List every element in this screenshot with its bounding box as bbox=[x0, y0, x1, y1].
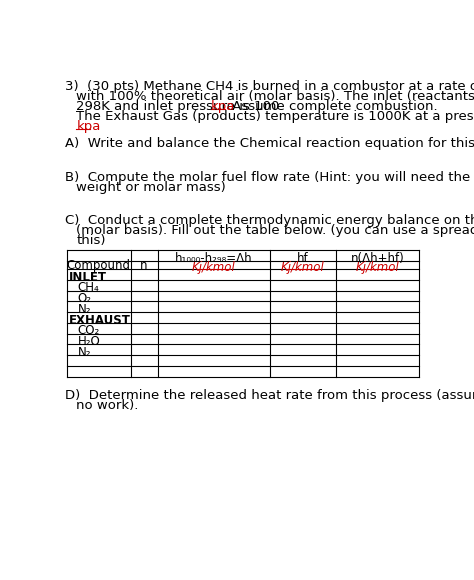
Text: h₁₀₀₀-h₂₉₈=Δh: h₁₀₀₀-h₂₉₈=Δh bbox=[175, 252, 253, 265]
Text: A)  Write and balance the Chemical reaction equation for this process.: A) Write and balance the Chemical reacti… bbox=[65, 137, 474, 150]
Text: Kj/kmol: Kj/kmol bbox=[192, 262, 236, 274]
Text: Kj/kmol: Kj/kmol bbox=[281, 262, 325, 274]
Text: this): this) bbox=[76, 234, 106, 248]
Text: no work).: no work). bbox=[76, 399, 139, 412]
Text: The Exhaust Gas (products) temperature is 1000K at a pressure of 100: The Exhaust Gas (products) temperature i… bbox=[76, 110, 474, 124]
Text: INLET: INLET bbox=[69, 271, 107, 284]
Text: Kj/kmol: Kj/kmol bbox=[356, 262, 399, 274]
Text: (molar basis). Fill out the table below. (you can use a spreadsheet for: (molar basis). Fill out the table below.… bbox=[76, 224, 474, 237]
Text: Compound: Compound bbox=[67, 259, 131, 272]
Text: N₂: N₂ bbox=[78, 303, 91, 316]
Text: 298K and inlet pressure is 100: 298K and inlet pressure is 100 bbox=[76, 100, 284, 114]
Text: 3)  (30 pts) Methane CH4 is burned in a combustor at a rate of 0.02 kg/s: 3) (30 pts) Methane CH4 is burned in a c… bbox=[65, 81, 474, 93]
Text: kpa: kpa bbox=[76, 121, 100, 133]
Text: O₂: O₂ bbox=[78, 292, 92, 305]
Text: n: n bbox=[140, 259, 148, 272]
Text: weight or molar mass): weight or molar mass) bbox=[76, 182, 226, 194]
Text: CH₄: CH₄ bbox=[78, 281, 100, 295]
Text: kpa: kpa bbox=[211, 100, 236, 114]
Text: C)  Conduct a complete thermodynamic energy balance on this process: C) Conduct a complete thermodynamic ener… bbox=[65, 215, 474, 227]
Text: H₂O: H₂O bbox=[78, 335, 100, 348]
Text: N₂: N₂ bbox=[78, 346, 91, 359]
Text: CO₂: CO₂ bbox=[78, 324, 100, 338]
Text: EXHAUST: EXHAUST bbox=[69, 314, 131, 327]
Text: with 100% theoretical air (molar basis). The inlet (reactants) Temp is: with 100% theoretical air (molar basis).… bbox=[76, 90, 474, 103]
Text: n(Δh+hf): n(Δh+hf) bbox=[350, 252, 404, 265]
Text: B)  Compute the molar fuel flow rate (Hint: you will need the molecular: B) Compute the molar fuel flow rate (Hin… bbox=[65, 171, 474, 184]
Text: Assume complete combustion.: Assume complete combustion. bbox=[228, 100, 438, 114]
Text: D)  Determine the released heat rate from this process (assuming there is: D) Determine the released heat rate from… bbox=[65, 389, 474, 402]
Text: hf: hf bbox=[297, 252, 309, 265]
